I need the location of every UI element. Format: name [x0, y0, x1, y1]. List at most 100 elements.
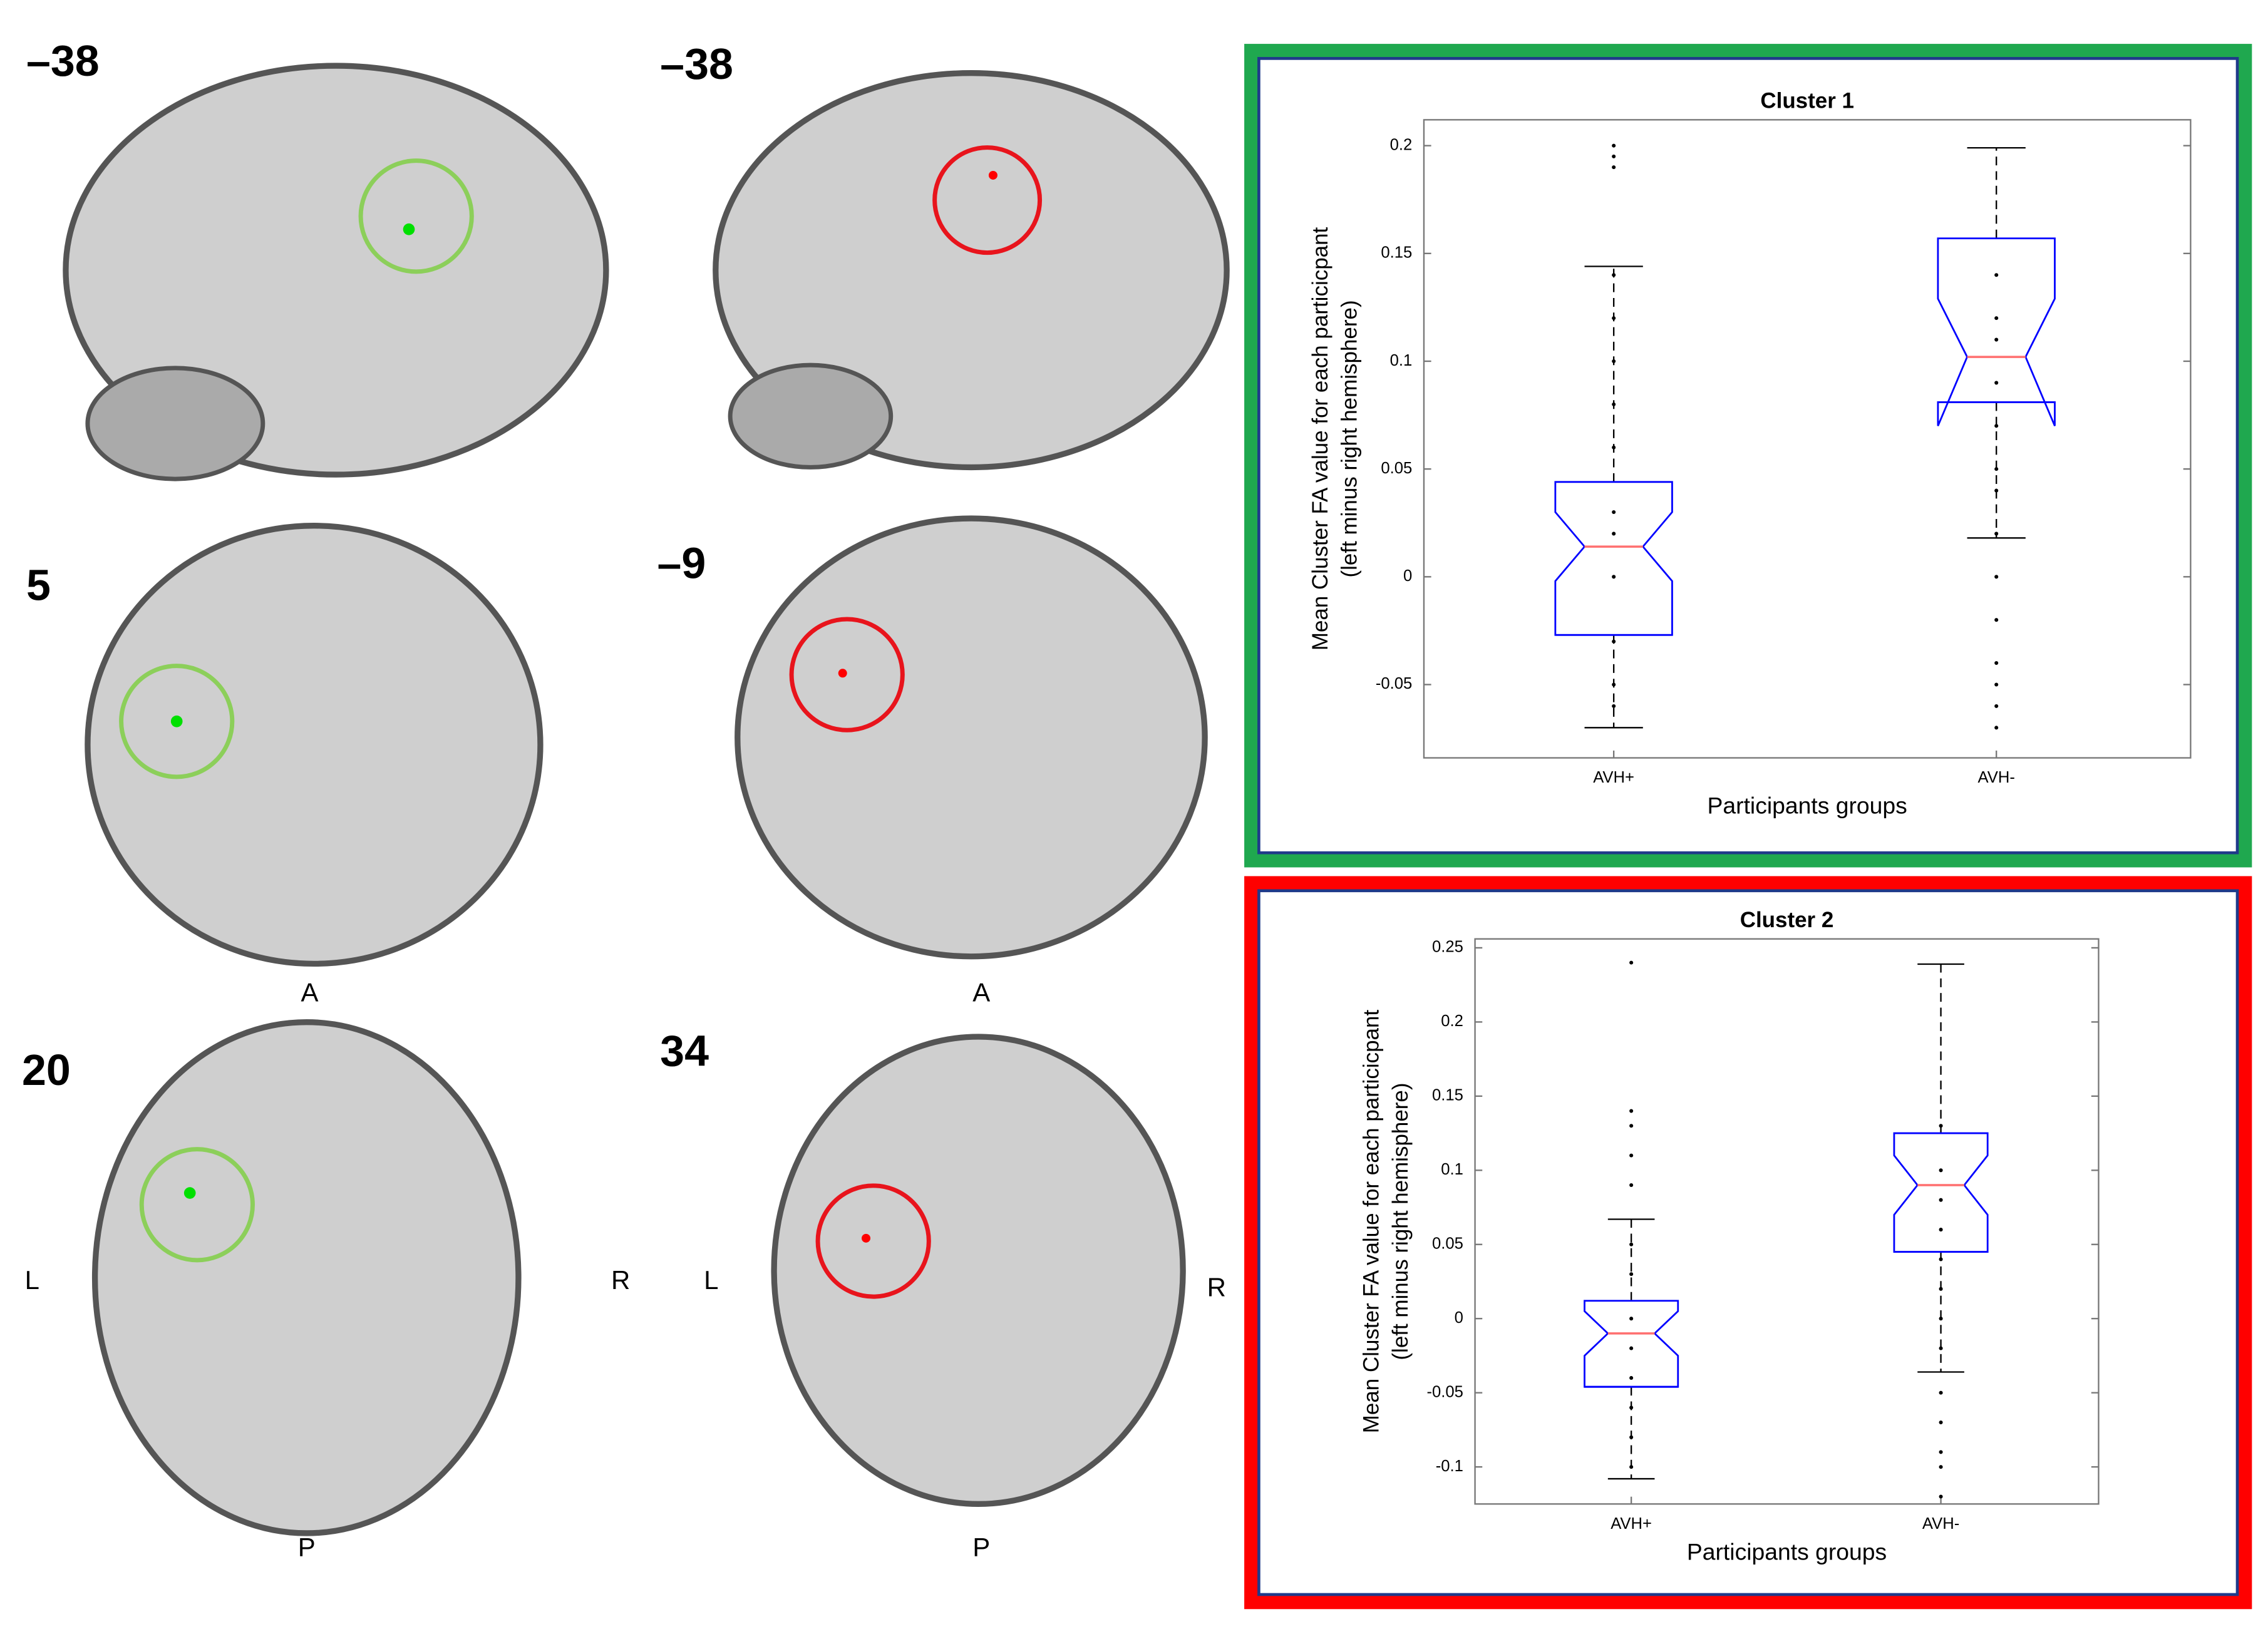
cerebellum — [728, 362, 894, 470]
data-point — [1612, 316, 1616, 321]
data-point — [1629, 1346, 1634, 1350]
x-tick-label: AVH+ — [1593, 769, 1634, 786]
orientation-label: A — [972, 977, 990, 1007]
data-point — [1939, 1346, 1943, 1350]
y-tick-label: 0 — [1403, 567, 1412, 585]
data-point — [1939, 1257, 1943, 1261]
data-point — [1994, 682, 1999, 687]
y-tick-label: 0.15 — [1432, 1087, 1463, 1104]
data-point — [1939, 1168, 1943, 1173]
data-point — [1994, 381, 1999, 385]
data-point — [1612, 704, 1616, 708]
orientation-label: R — [611, 1265, 630, 1295]
slice-number: –38 — [26, 36, 100, 85]
y-tick-label: 0 — [1455, 1309, 1463, 1327]
data-point — [1612, 510, 1616, 515]
data-point — [1994, 424, 1999, 428]
data-point — [1939, 1124, 1943, 1128]
y-tick-label: 0.05 — [1432, 1235, 1463, 1253]
data-point — [1939, 1317, 1943, 1321]
x-tick-label: AVH+ — [1611, 1515, 1652, 1533]
data-point — [1629, 960, 1634, 965]
data-point — [1994, 273, 1999, 277]
y-axis-label: Mean Cluster FA value for each particicp… — [1308, 227, 1332, 650]
roi-circle — [358, 158, 474, 274]
data-point — [1629, 1317, 1634, 1321]
data-point — [1612, 532, 1616, 536]
roi-circle — [789, 617, 905, 732]
data-point — [1612, 273, 1616, 277]
y-tick-label: -0.1 — [1436, 1457, 1463, 1475]
data-point — [1612, 682, 1616, 687]
data-point — [1939, 1421, 1943, 1425]
roi-circle — [119, 664, 235, 779]
cluster-blob — [838, 669, 847, 678]
roi-circle — [139, 1147, 255, 1263]
slice-number: –38 — [660, 39, 733, 88]
data-point — [1629, 1124, 1634, 1128]
data-point — [1629, 1109, 1634, 1113]
data-point — [1629, 1153, 1634, 1158]
panel-inner-border — [1257, 57, 2239, 855]
data-point — [1612, 575, 1616, 579]
slice-number: 5 — [26, 560, 51, 609]
cluster-blob — [403, 223, 415, 235]
orientation-label: A — [301, 977, 318, 1007]
data-point — [1629, 1183, 1634, 1188]
data-point — [1939, 1450, 1943, 1454]
x-tick-label: AVH- — [1978, 769, 2015, 786]
slice-number: 34 — [660, 1026, 709, 1075]
panel-inner-border — [1257, 889, 2239, 1596]
x-axis-label: Participants groups — [1708, 793, 1907, 819]
data-point — [1994, 575, 1999, 579]
cluster-blob — [183, 1187, 196, 1199]
data-point — [1939, 1465, 1943, 1469]
y-tick-label: 0.25 — [1432, 938, 1463, 956]
orientation-label: P — [298, 1533, 316, 1562]
y-tick-label: 0.1 — [1390, 352, 1413, 369]
data-point — [1994, 337, 1999, 342]
brain-slice — [771, 1034, 1186, 1507]
data-point — [1939, 1287, 1943, 1291]
data-point — [1612, 359, 1616, 364]
brain-slice — [735, 515, 1208, 960]
data-point — [1629, 1435, 1634, 1439]
brain-slice — [91, 1019, 522, 1536]
data-point — [1629, 1465, 1634, 1469]
data-point — [1994, 316, 1999, 321]
cluster-blob — [862, 1233, 871, 1243]
y-tick-label: -0.05 — [1376, 675, 1412, 692]
orientation-label: P — [972, 1533, 990, 1562]
data-point — [1612, 154, 1616, 158]
y-axis-label: (left minus right hemisphere) — [1338, 300, 1362, 577]
x-axis-label: Participants groups — [1687, 1538, 1887, 1565]
data-point — [1994, 532, 1999, 536]
x-tick-label: AVH- — [1922, 1515, 1959, 1533]
y-tick-label: -0.05 — [1426, 1383, 1463, 1400]
data-point — [1939, 1494, 1943, 1499]
y-tick-label: 0.2 — [1441, 1012, 1463, 1030]
data-point — [1994, 726, 1999, 730]
data-point — [1612, 445, 1616, 450]
roi-circle — [932, 145, 1043, 255]
data-point — [1612, 143, 1616, 148]
y-axis-label: Mean Cluster FA value for each particicp… — [1359, 1010, 1384, 1434]
data-point — [1612, 639, 1616, 644]
y-tick-label: 0.05 — [1381, 460, 1412, 477]
data-point — [1939, 1198, 1943, 1202]
cluster-blob — [988, 170, 997, 180]
data-point — [1939, 1390, 1943, 1395]
plot-area — [1474, 938, 2100, 1505]
cerebellum — [85, 366, 265, 481]
orientation-label: L — [25, 1265, 39, 1295]
data-point — [1994, 488, 1999, 493]
y-axis-label: (left minus right hemisphere) — [1388, 1082, 1413, 1360]
data-point — [1629, 1242, 1634, 1246]
slice-number: –9 — [657, 539, 706, 588]
data-point — [1994, 704, 1999, 708]
y-tick-label: 0.1 — [1441, 1161, 1463, 1178]
slice-number: 20 — [22, 1046, 71, 1094]
brain-slice — [85, 523, 544, 967]
